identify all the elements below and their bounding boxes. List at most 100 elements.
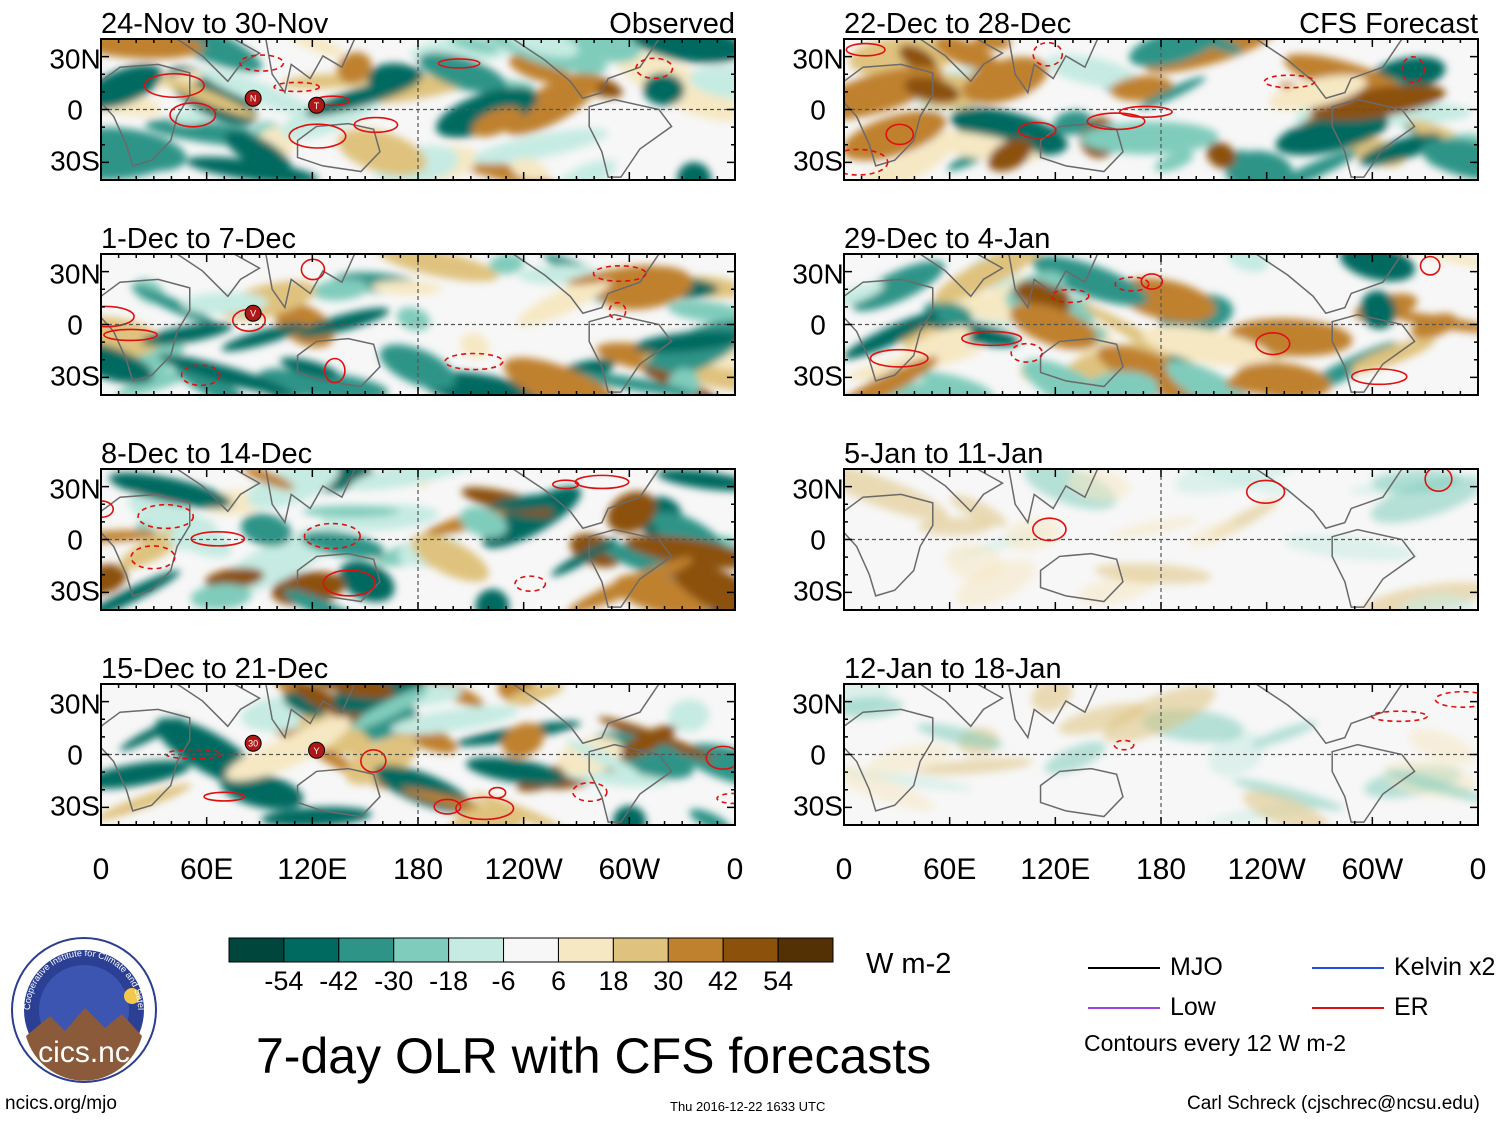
axis-ticks xyxy=(843,253,1479,396)
panel-title: 22-Dec to 28-Dec xyxy=(844,8,1071,40)
axis-ticks xyxy=(100,683,736,826)
lat-label: 0 xyxy=(810,740,826,771)
storm-marker-icon xyxy=(244,734,262,752)
er-contours xyxy=(101,474,630,597)
axis-ticks xyxy=(843,683,1479,826)
axis-ticks xyxy=(843,468,1479,611)
colorbar-swatch xyxy=(448,937,505,963)
panel-title: 1-Dec to 7-Dec xyxy=(101,223,296,255)
storm-marker-icon xyxy=(244,304,262,322)
panel-title: 24-Nov to 30-Nov xyxy=(101,8,329,40)
colorbar-label: 18 xyxy=(598,966,628,996)
legend-line xyxy=(1088,967,1160,969)
legend-line xyxy=(1312,967,1384,969)
colorbar-label: 6 xyxy=(551,966,566,996)
lat-label: 30N xyxy=(49,44,100,75)
coastlines xyxy=(101,469,673,608)
lat-label: 30S xyxy=(793,360,843,391)
colorbar-swatch xyxy=(612,937,669,963)
olr-anomaly-field xyxy=(844,254,1478,395)
colorbar-label: -18 xyxy=(429,966,468,996)
axis-ticks xyxy=(843,38,1479,181)
olr-anomaly-field xyxy=(101,254,735,395)
credit-author: Carl Schreck (cjschrec@ncsu.edu) xyxy=(1187,1093,1480,1114)
colorbar-swatch xyxy=(777,937,834,963)
er-contours xyxy=(844,41,1425,176)
colorbar-label: 30 xyxy=(653,966,683,996)
lat-label: 30N xyxy=(792,474,843,505)
legend-label: MJO xyxy=(1170,953,1223,981)
figure-title: 7-day OLR with CFS forecasts xyxy=(256,1028,932,1084)
lat-label: 30S xyxy=(793,145,843,176)
colorbar-label: -54 xyxy=(264,966,303,996)
lon-label: 120E xyxy=(277,853,347,886)
colorbar: -54 -42 -30 -18 -6 6 18 30 42 54 xyxy=(228,937,834,996)
colorbar-swatch xyxy=(722,937,779,963)
colorbar-swatch xyxy=(228,937,285,963)
axis-ticks xyxy=(100,253,736,396)
axis-ticks xyxy=(100,468,736,611)
logo-text: cics.nc xyxy=(38,1036,130,1069)
lat-label: 30N xyxy=(792,689,843,720)
lat-label: 30N xyxy=(49,259,100,290)
colorbar-swatch xyxy=(283,937,340,963)
colorbar-swatch xyxy=(667,937,724,963)
olr-anomaly-field xyxy=(844,684,1478,825)
lat-label: 0 xyxy=(67,95,83,126)
lon-label: 120E xyxy=(1020,853,1090,886)
er-contours xyxy=(869,255,1441,386)
storm-label: V xyxy=(250,309,256,319)
colorbar-swatch xyxy=(338,937,395,963)
colorbar-label: 42 xyxy=(708,966,738,996)
colorbar-unit: W m-2 xyxy=(866,948,952,980)
axis-ticks xyxy=(100,38,736,181)
lat-label: 0 xyxy=(67,310,83,341)
lat-label: 0 xyxy=(67,740,83,771)
panel-tag: CFS Forecast xyxy=(1299,8,1478,40)
storm-label: Y xyxy=(314,746,320,756)
cics-logo: Cooperative Institute for Climate and Sa… xyxy=(10,936,157,1083)
lat-label: 30S xyxy=(793,575,843,606)
er-contours xyxy=(1032,469,1453,542)
lon-label: 60W xyxy=(1341,853,1403,886)
colorbar-label: 54 xyxy=(763,966,793,996)
lon-label: 0 xyxy=(727,853,744,886)
legend-line xyxy=(1312,1007,1384,1009)
legend-label: ER xyxy=(1394,993,1429,1021)
lon-label: 60W xyxy=(598,853,660,886)
storm-marker-icon xyxy=(244,89,262,107)
colorbar-label: -42 xyxy=(319,966,358,996)
lon-label: 60E xyxy=(180,853,233,886)
lat-label: 30N xyxy=(49,689,100,720)
lat-label: 0 xyxy=(810,310,826,341)
map-panel: 22-Dec to 28-Dec CFS Forecast 30N 0 30S xyxy=(792,8,1479,181)
map-panel: 24-Nov to 30-Nov Observed 30N 0 30S N T xyxy=(49,8,736,181)
colorbar-swatch xyxy=(503,937,559,963)
storm-marker-icon xyxy=(308,741,326,759)
olr-anomaly-field xyxy=(101,469,735,610)
lon-label: 120W xyxy=(484,853,563,886)
lon-label: 0 xyxy=(93,853,110,886)
colorbar-swatch xyxy=(393,937,450,963)
legend-label: Kelvin x2 xyxy=(1394,953,1496,981)
panel-title: 8-Dec to 14-Dec xyxy=(101,438,312,470)
olr-anomaly-field xyxy=(101,39,735,180)
colorbar-label: -30 xyxy=(374,966,413,996)
coastlines xyxy=(844,39,1416,178)
lat-label: 30S xyxy=(50,790,100,821)
storm-label: T xyxy=(314,101,320,111)
storm-label: 30 xyxy=(248,739,258,749)
lat-label: 30S xyxy=(50,145,100,176)
panel-title: 15-Dec to 21-Dec xyxy=(101,653,328,685)
lat-label: 30S xyxy=(50,360,100,391)
panel-title: 5-Jan to 11-Jan xyxy=(844,438,1043,470)
lon-label: 0 xyxy=(1470,853,1487,886)
er-contours xyxy=(1113,690,1478,751)
lat-label: 30N xyxy=(49,474,100,505)
lat-label: 30N xyxy=(792,259,843,290)
